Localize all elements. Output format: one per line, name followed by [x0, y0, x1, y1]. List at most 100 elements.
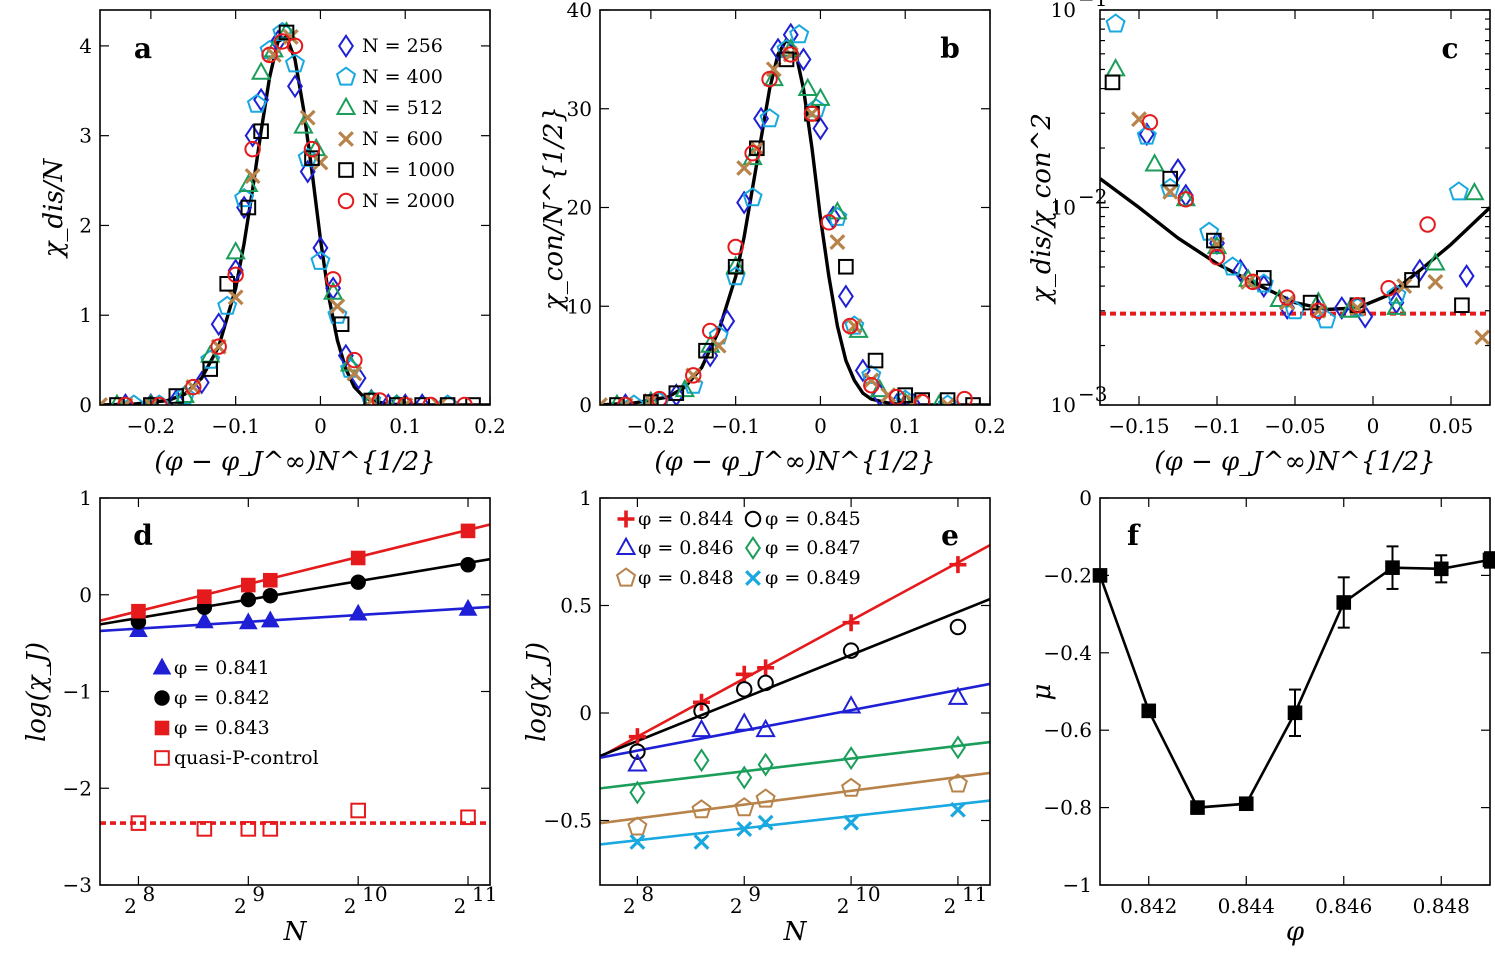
data-point: [304, 150, 320, 166]
data-point: [217, 295, 238, 315]
data-point: [168, 388, 185, 404]
data-point: [1386, 284, 1407, 304]
x-tick-exponent: 10: [855, 882, 880, 906]
data-point: [1141, 703, 1157, 719]
data-point: [350, 802, 366, 819]
master-curve: [600, 37, 990, 405]
legend-label: φ = 0.841: [174, 657, 270, 679]
data-point: [195, 611, 214, 629]
data-point: [757, 659, 775, 677]
data-point: [753, 106, 770, 131]
x-tick-label: −0.15: [1108, 414, 1169, 438]
data-point: [1404, 272, 1420, 288]
legend-label: φ = 0.842: [174, 687, 270, 709]
fit-line: [600, 799, 990, 846]
data-point: [185, 378, 202, 396]
data-point: [1396, 278, 1413, 295]
data-point: [1336, 595, 1352, 610]
data-point: [130, 815, 147, 831]
data-point: [262, 572, 278, 588]
data-point: [246, 93, 267, 113]
panel-a: −0.2 −0.1 0 0.1 0.2 0 1 2 3 4 a N = 256 N = 400 N = 5…: [39, 9, 506, 477]
legend-label: φ = 0.849: [765, 567, 861, 589]
x-tick-label: 0.2: [474, 414, 506, 438]
x-tick-label: −0.1: [211, 414, 260, 438]
data-point: [299, 159, 316, 184]
data-point: [841, 317, 859, 335]
data-point: [210, 338, 227, 355]
data-point: [1232, 258, 1249, 283]
data-point: [629, 834, 646, 850]
data-point: [842, 614, 860, 632]
y-tick-label: 0: [579, 701, 592, 725]
data-point: [1105, 13, 1126, 33]
data-point: [210, 312, 227, 337]
legend-marker: [335, 66, 357, 86]
data-point: [1238, 796, 1254, 812]
y-axis-label: χ_dis/N: [39, 157, 69, 259]
data-point: [346, 365, 363, 382]
legend-marker: [338, 131, 354, 147]
data-point: [761, 70, 778, 88]
data-point: [1464, 181, 1485, 201]
data-point: [293, 115, 314, 134]
data-point: [949, 618, 967, 636]
data-point: [1458, 263, 1475, 288]
data-point: [278, 24, 295, 41]
data-point: [734, 712, 755, 731]
data-point: [736, 160, 753, 176]
x-tick-exponent: 9: [252, 882, 265, 906]
legend-label: φ = 0.846: [638, 537, 734, 559]
x-tick-label: 0: [814, 414, 827, 438]
x-tick-label: 0.848: [1413, 894, 1470, 918]
data-point: [299, 109, 316, 126]
legend-marker: [615, 536, 637, 555]
x-axis-label: (φ − φ_J^∞)N^{1/2}: [654, 447, 935, 477]
data-point: [939, 392, 956, 405]
y-tick-label: 1: [79, 486, 92, 510]
data-point: [131, 603, 146, 619]
y-axis-label: χ_con/N^{1/2}: [539, 106, 569, 312]
data-point: [685, 367, 702, 384]
data-point: [1240, 273, 1257, 290]
data-point: [329, 298, 346, 315]
panel-letter: b: [940, 32, 960, 65]
legend-label: φ = 0.847: [765, 537, 861, 559]
data-point: [1144, 153, 1165, 172]
data-point: [202, 361, 219, 377]
x-tick-exponent: 10: [362, 882, 387, 906]
x-tick-label: 2: [730, 894, 743, 918]
data-point: [757, 752, 774, 777]
y-tick-label: 2: [79, 213, 92, 237]
data-point: [282, 29, 299, 45]
data-point: [844, 315, 865, 335]
x-axis-label: (φ − φ_J^∞)N^{1/2}: [1154, 447, 1435, 477]
legend-marker: [154, 720, 170, 736]
x-tick-label: 2: [454, 894, 467, 918]
data-point: [460, 557, 476, 573]
data-point: [693, 693, 711, 711]
data-point: [913, 393, 931, 405]
data-point: [949, 556, 967, 574]
data-point: [196, 821, 213, 837]
legend-marker: [337, 33, 355, 59]
data-point: [810, 87, 831, 106]
fit-line: [100, 523, 490, 622]
data-point: [950, 801, 966, 818]
data-point: [1454, 297, 1470, 314]
data-point: [465, 397, 481, 405]
data-point: [1162, 170, 1179, 187]
data-point: [735, 665, 753, 683]
x-tick-exponent: 11: [962, 882, 987, 906]
data-point: [742, 146, 763, 166]
y-axis-label: log(χ_J): [522, 642, 552, 742]
data-point: [843, 746, 860, 771]
fit-line: [600, 740, 990, 790]
data-point: [863, 372, 880, 389]
x-tick-label: 2: [623, 894, 636, 918]
legend-marker: [745, 570, 761, 586]
data-point: [749, 140, 765, 157]
y-tick-label: 40: [567, 0, 592, 22]
data-point: [1136, 125, 1157, 145]
